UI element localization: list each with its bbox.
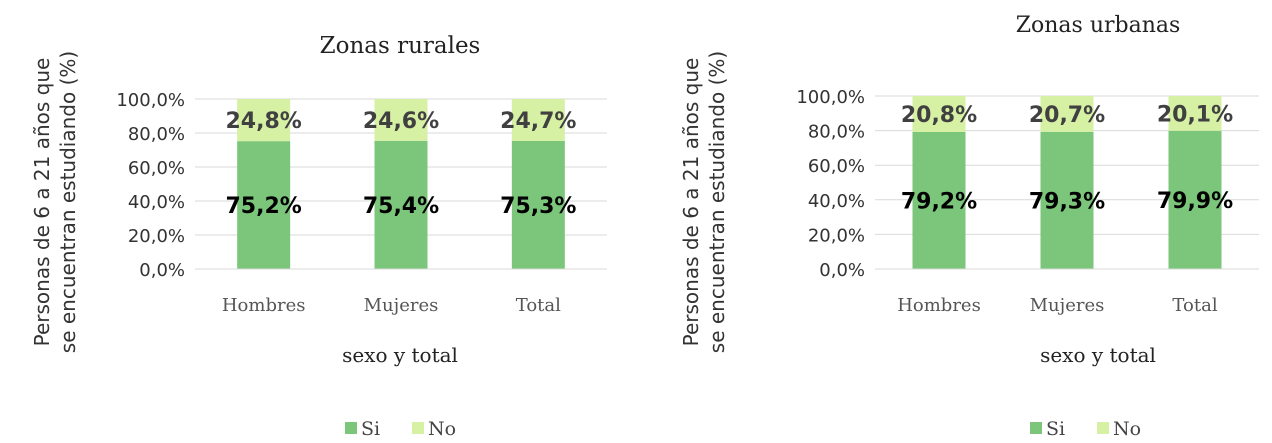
y-tick-label: 0,0% — [139, 260, 185, 281]
data-label-si: 79,3% — [1029, 189, 1105, 214]
x-tick-label: Hombres — [222, 295, 306, 316]
data-label-si: 75,4% — [363, 194, 439, 219]
x-tick-label: Mujeres — [364, 295, 439, 316]
y-axis-label-line: se encuentran estudiando (%) — [705, 51, 729, 353]
data-label-no: 24,8% — [226, 109, 302, 134]
chart-panel-2: 0,0% 20,0% 40,0% 60,0% 80,0% 100,0% 79,2% 20,8%… — [679, 13, 1259, 440]
chart-title: Zonas urbanas — [1016, 13, 1181, 38]
y-axis-label-line: Personas de 6 a 21 años que — [30, 58, 54, 347]
legend-swatch — [1030, 422, 1042, 434]
y-tick-label: 60,0% — [808, 156, 865, 177]
data-label-si: 75,3% — [500, 194, 576, 219]
chart-panel-1: 0,0% 20,0% 40,0% 60,0% 80,0% 100,0% 75,2% 24,8%… — [30, 33, 607, 440]
x-tick-label: Total — [516, 295, 561, 316]
y-axis-label: Personas de 6 a 21 años que se encuentran… — [679, 51, 729, 353]
data-label-si: 79,2% — [901, 189, 977, 214]
data-label-si: 79,9% — [1157, 189, 1233, 214]
x-axis-label: sexo y total — [1040, 343, 1156, 367]
legend-swatch — [345, 422, 357, 434]
legend-swatch — [1097, 422, 1109, 434]
y-tick-label: 100,0% — [796, 87, 865, 108]
legend-swatch — [412, 422, 424, 434]
x-axis-label: sexo y total — [342, 343, 458, 367]
y-axis-label-line: se encuentran estudiando (%) — [56, 51, 80, 353]
y-axis-label: Personas de 6 a 21 años que se encuentran… — [30, 51, 80, 353]
data-label-no: 24,6% — [363, 109, 439, 134]
y-tick-label: 0,0% — [819, 260, 865, 281]
y-tick-label: 40,0% — [808, 191, 865, 212]
legend: Si No — [1030, 418, 1141, 440]
data-label-no: 20,7% — [1029, 103, 1105, 128]
x-tick-label: Hombres — [897, 295, 981, 316]
legend-label: Si — [361, 418, 380, 440]
y-tick-label: 80,0% — [128, 124, 185, 145]
legend-label: No — [428, 418, 456, 440]
x-tick-label: Mujeres — [1030, 295, 1105, 316]
data-label-si: 75,2% — [226, 194, 302, 219]
chart-title: Zonas rurales — [320, 33, 481, 59]
legend-label: Si — [1046, 418, 1065, 440]
data-label-no: 20,8% — [901, 103, 977, 128]
y-tick-label: 100,0% — [116, 90, 185, 111]
data-label-no: 20,1% — [1157, 102, 1233, 127]
y-tick-label: 80,0% — [808, 122, 865, 143]
y-axis-label-line: Personas de 6 a 21 años que — [679, 58, 703, 347]
y-tick-label: 20,0% — [128, 226, 185, 247]
legend-label: No — [1113, 418, 1141, 440]
x-tick-label: Total — [1172, 295, 1217, 316]
y-tick-label: 40,0% — [128, 192, 185, 213]
data-label-no: 24,7% — [500, 109, 576, 134]
legend: Si No — [345, 418, 456, 440]
y-tick-label: 20,0% — [808, 225, 865, 246]
y-tick-label: 60,0% — [128, 158, 185, 179]
